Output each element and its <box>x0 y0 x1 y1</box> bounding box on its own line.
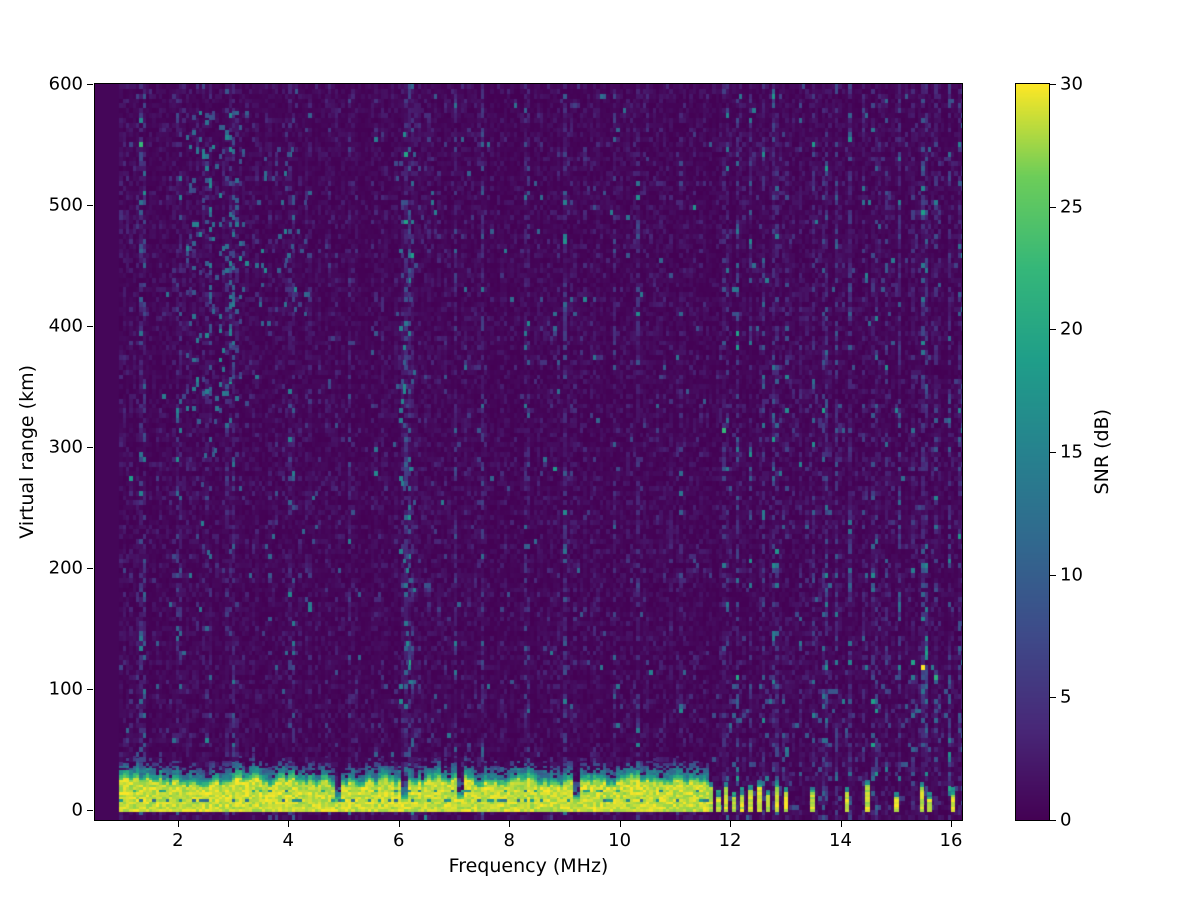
x-tick-mark <box>730 821 732 827</box>
colorbar-tick-label: 15 <box>1060 441 1083 463</box>
colorbar-label: SNR (dB) <box>1091 409 1113 495</box>
y-tick-mark <box>87 326 93 328</box>
colorbar-tick-label: 20 <box>1060 318 1083 340</box>
y-tick-label: 400 <box>48 315 83 337</box>
plot-area <box>94 83 963 821</box>
x-tick-mark <box>509 821 511 827</box>
x-tick-label: 8 <box>503 830 515 851</box>
colorbar-tick-label: 30 <box>1060 73 1083 95</box>
y-tick-mark <box>87 810 93 812</box>
x-tick-label: 4 <box>282 830 294 851</box>
y-tick-mark <box>87 447 93 449</box>
x-tick-mark <box>840 821 842 827</box>
colorbar-tick-mark <box>1050 206 1056 208</box>
colorbar-tick-mark <box>1050 820 1056 821</box>
colorbar-tick-mark <box>1050 329 1056 331</box>
y-tick-label: 0 <box>71 799 83 821</box>
colorbar-tick-label: 0 <box>1060 809 1072 831</box>
x-tick-label: 16 <box>939 830 963 851</box>
colorbar-tick-label: 10 <box>1060 564 1083 586</box>
x-tick-mark <box>177 821 179 827</box>
colorbar-label-wrap: SNR (dB) <box>1085 84 1119 820</box>
colorbar-canvas <box>1016 84 1049 820</box>
y-tick-mark <box>87 84 93 85</box>
colorbar-tick-mark <box>1050 452 1056 453</box>
y-tick-label: 100 <box>48 678 83 700</box>
colorbar-tick-mark <box>1050 697 1056 699</box>
y-tick-mark <box>87 689 93 691</box>
x-tick-mark <box>950 821 952 827</box>
y-tick-label: 500 <box>48 194 83 216</box>
x-tick-label: 6 <box>392 830 405 851</box>
heatmap-canvas <box>95 84 962 820</box>
colorbar <box>1015 83 1050 821</box>
colorbar-tick-mark <box>1050 84 1056 85</box>
y-tick-label: 200 <box>48 557 83 579</box>
colorbar-tick-label: 25 <box>1060 196 1083 218</box>
x-tick-mark <box>288 821 290 827</box>
x-tick-mark <box>619 821 621 827</box>
y-tick-label: 300 <box>48 436 83 458</box>
x-tick-mark <box>398 821 400 827</box>
colorbar-tick-mark <box>1050 574 1056 576</box>
x-tick-label: 14 <box>829 830 852 851</box>
x-axis-label: Frequency (MHz) <box>448 855 609 877</box>
y-tick-mark <box>87 568 93 570</box>
x-tick-label: 2 <box>172 830 184 851</box>
colorbar-tick-label: 5 <box>1060 686 1072 708</box>
x-tick-label: 12 <box>718 830 742 851</box>
y-tick-label: 600 <box>48 73 83 95</box>
y-tick-mark <box>87 205 93 207</box>
x-tick-label: 10 <box>608 830 632 851</box>
